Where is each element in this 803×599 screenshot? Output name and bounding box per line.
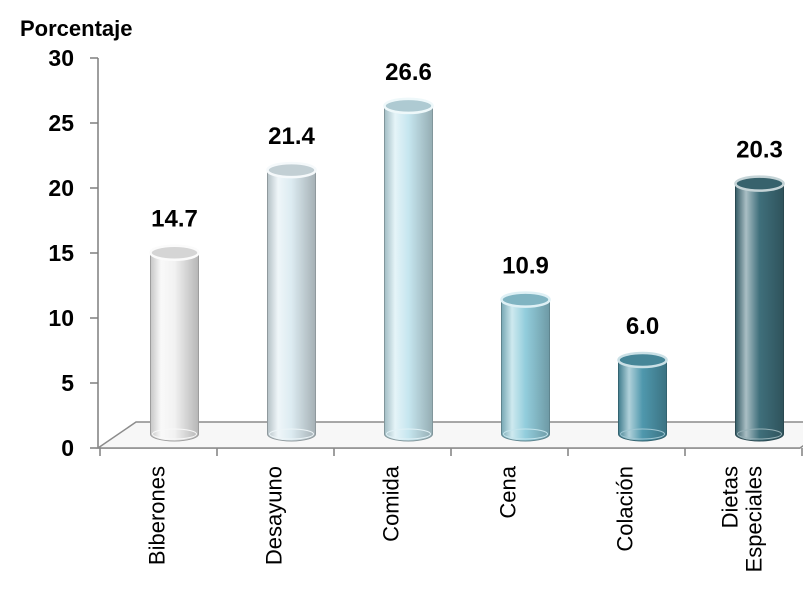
data-label: 20.3 — [736, 137, 783, 164]
bar-body — [268, 170, 316, 441]
data-label: 14.7 — [151, 206, 198, 233]
data-label: 26.6 — [385, 59, 432, 86]
bar-biberones — [151, 246, 199, 441]
x-category-label: Dietas — [718, 466, 743, 528]
y-tick-label: 25 — [48, 110, 74, 136]
y-tick-label: 10 — [48, 305, 74, 331]
x-category-label: Desayuno — [262, 466, 287, 565]
y-tick-label: 30 — [48, 45, 74, 71]
x-category-label: Colación — [613, 466, 638, 552]
y-tick-label: 15 — [48, 240, 74, 266]
bar-top — [619, 353, 667, 367]
y-axis-title: Porcentaje — [20, 16, 133, 41]
bar-body — [385, 106, 433, 441]
bar-cena — [502, 293, 550, 441]
y-tick-label: 20 — [48, 175, 74, 201]
bar-desayuno — [268, 163, 316, 441]
bar-dietas-especiales — [736, 177, 784, 441]
bar-body — [502, 300, 550, 441]
data-label: 21.4 — [268, 123, 315, 150]
bar-top — [502, 293, 550, 307]
bar-top — [385, 99, 433, 113]
floor-plane — [98, 422, 803, 448]
data-label: 10.9 — [502, 253, 549, 280]
x-category-label: Cena — [496, 465, 521, 518]
labels-group: 14.7 Biberones 21.4 Desayuno 26.6 Comida 10.9 C… — [145, 59, 783, 572]
bar-body — [151, 253, 199, 441]
bar-comida — [385, 99, 433, 441]
y-tick-label: 5 — [61, 370, 74, 396]
bar-top — [736, 177, 784, 191]
y-tick-label: 0 — [61, 435, 74, 461]
bar-body — [736, 184, 784, 441]
x-category-label: Comida — [379, 465, 404, 542]
x-category-label: Especiales — [742, 466, 767, 572]
floor-group — [98, 422, 803, 448]
bar-colaci-n — [619, 353, 667, 441]
bar-top — [151, 246, 199, 260]
bar-top — [268, 163, 316, 177]
x-category-label: Biberones — [145, 466, 170, 565]
bars-group — [151, 99, 784, 441]
data-label: 6.0 — [626, 313, 659, 340]
